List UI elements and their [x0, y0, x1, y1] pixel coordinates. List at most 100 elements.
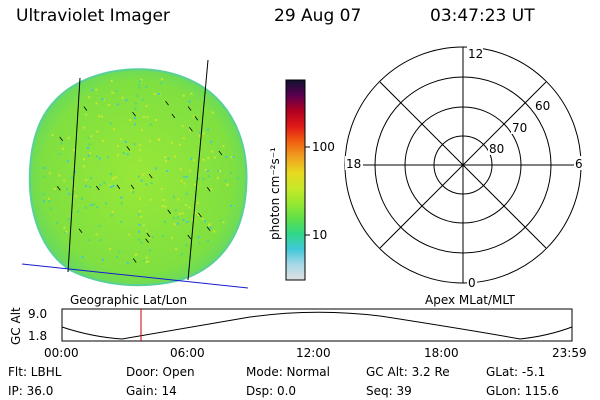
image-speckle [148, 236, 151, 239]
image-speckle [126, 153, 129, 156]
image-speckle [90, 135, 93, 138]
altitude-ytick-9: 9.0 [28, 307, 47, 321]
image-speckle [198, 131, 201, 134]
image-speckle [116, 256, 118, 258]
image-speckle [132, 191, 135, 194]
image-speckle [209, 226, 212, 229]
image-speckle [176, 222, 179, 225]
image-speckle [103, 181, 106, 184]
apex-panel-label: Apex MLat/MLT [425, 293, 515, 307]
image-speckle [146, 116, 149, 119]
image-speckle [140, 179, 143, 182]
image-speckle [87, 154, 90, 157]
gc-alt-readout: GC Alt: 3.2 Re [366, 365, 450, 379]
image-speckle [143, 116, 146, 118]
image-speckle [173, 223, 176, 226]
image-speckle [188, 100, 191, 103]
image-speckle [77, 210, 80, 213]
image-speckle [63, 231, 66, 234]
image-speckle [72, 187, 75, 190]
image-speckle [167, 157, 170, 160]
image-speckle [48, 200, 51, 203]
image-speckle [166, 170, 169, 172]
image-speckle [99, 239, 102, 242]
image-speckle [73, 171, 76, 173]
coastline-fragment [206, 186, 211, 192]
image-speckle [137, 175, 140, 178]
coastline-fragment [132, 258, 137, 263]
image-speckle [67, 218, 70, 221]
image-speckle [130, 189, 132, 192]
image-speckle [101, 139, 104, 142]
image-speckle [56, 222, 58, 224]
image-speckle [121, 96, 124, 99]
colorbar-unit-label: photon cm⁻²s⁻¹ [268, 147, 282, 240]
image-speckle [220, 219, 223, 222]
image-speckle [82, 165, 85, 168]
image-speckle [194, 211, 197, 214]
image-speckle [42, 193, 45, 196]
image-speckle [207, 156, 210, 159]
image-speckle [88, 143, 91, 146]
image-speckle [92, 203, 95, 206]
coastline-fragment [132, 111, 136, 117]
image-speckle [133, 117, 136, 119]
image-speckle [142, 224, 145, 227]
info-readouts: Flt: LBHL IP: 36.0 Door: Open Gain: 14 M… [8, 365, 559, 398]
image-speckle [109, 122, 112, 125]
image-speckle [197, 177, 200, 180]
image-speckle [139, 209, 141, 212]
image-speckle [112, 177, 115, 180]
image-speckle [133, 143, 136, 146]
image-speckle [181, 212, 184, 215]
image-speckle [230, 172, 233, 174]
image-speckle [204, 169, 207, 171]
image-speckle [150, 182, 153, 185]
coastline-fragment [189, 127, 193, 132]
image-speckle [194, 183, 197, 186]
image-speckle [95, 155, 98, 158]
image-speckle [197, 236, 200, 239]
image-speckle [222, 221, 225, 224]
image-speckle [98, 115, 100, 118]
image-speckle [145, 105, 148, 108]
image-speckle [180, 179, 183, 182]
image-speckle [211, 150, 214, 153]
image-speckle [192, 159, 195, 162]
image-speckle [138, 83, 141, 86]
image-speckle [110, 79, 113, 82]
image-speckle [236, 177, 239, 180]
image-speckles [42, 78, 239, 264]
coastline-fragment [171, 113, 176, 119]
image-speckle [113, 128, 115, 131]
image-speckle [87, 136, 90, 139]
image-speckle [177, 216, 179, 219]
image-speckle [164, 220, 166, 223]
image-speckle [136, 95, 139, 97]
image-speckle [138, 197, 141, 200]
image-speckle [68, 192, 71, 195]
colorbar-tick-label-10: 10 [312, 228, 327, 242]
image-speckle [174, 155, 176, 158]
image-speckle [181, 124, 184, 127]
image-speckle [53, 187, 56, 190]
image-speckle [217, 170, 220, 172]
image-speckle [138, 159, 141, 162]
longitude-line-left [67, 77, 81, 273]
image-speckle [145, 260, 148, 263]
geographic-panel-label: Geographic Lat/Lon [70, 293, 187, 307]
coastline-fragment [187, 234, 192, 240]
image-speckle [120, 196, 123, 199]
seq-readout: Seq: 39 [366, 384, 412, 398]
image-speckle [60, 142, 63, 145]
image-speckle [65, 230, 68, 233]
image-speckle [124, 140, 127, 143]
image-speckle [151, 236, 154, 239]
image-speckle [145, 183, 148, 186]
altitude-ytick-1.8: 1.8 [28, 329, 47, 343]
image-speckle [133, 123, 136, 126]
coastline-fragment [145, 238, 149, 244]
image-speckle [183, 175, 186, 178]
image-speckle [190, 157, 193, 160]
